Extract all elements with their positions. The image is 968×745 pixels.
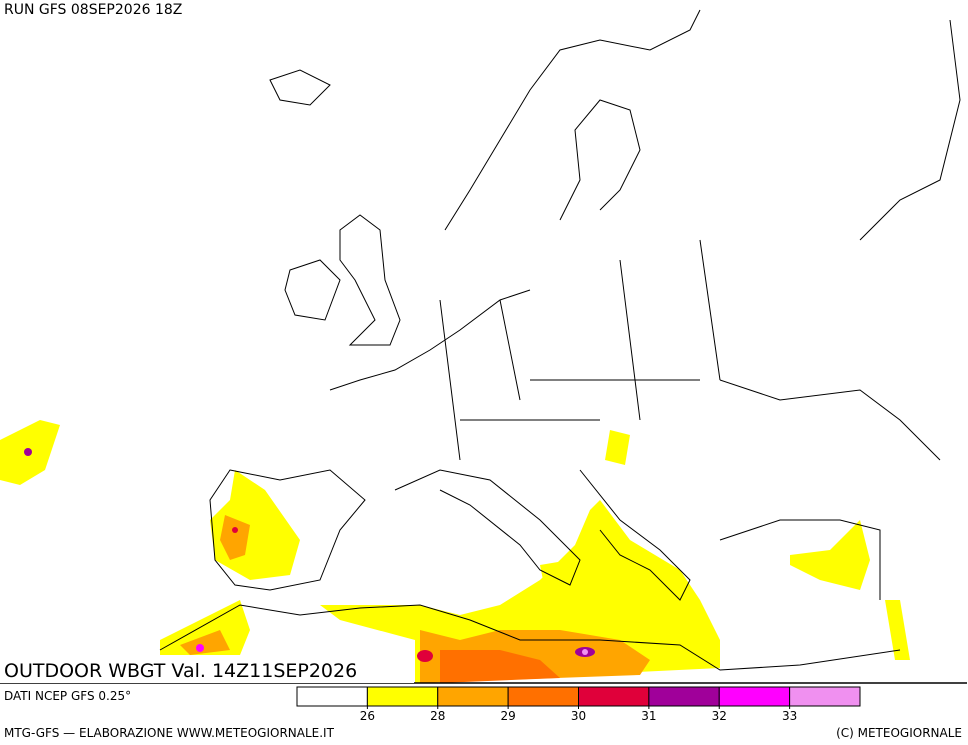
legend-tick-label: 31	[641, 709, 656, 723]
legend-tick-label: 28	[430, 709, 445, 723]
credit-label: MTG-GFS — ELABORAZIONE WWW.METEOGIORNALE…	[4, 726, 335, 740]
legend-tick-label: 29	[500, 709, 515, 723]
legend-swatch	[507, 686, 579, 707]
legend-tick-label: 26	[360, 709, 375, 723]
map-title: OUTDOOR WBGT Val. 14Z11SEP2026	[4, 660, 357, 682]
source-label: DATI NCEP GFS 0.25°	[4, 689, 131, 703]
legend-swatch	[296, 686, 368, 707]
map-title-box	[0, 655, 414, 683]
legend-swatch	[648, 686, 720, 707]
legend-swatch	[437, 686, 509, 707]
color-legend: 26 28 29 30 31 32 33	[296, 686, 861, 723]
run-label: RUN GFS 08SEP2026 18Z	[4, 2, 182, 18]
legend-swatch	[789, 686, 861, 707]
legend-tick-label: 33	[782, 709, 797, 723]
copyright-label: (C) METEOGIORNALE	[836, 726, 962, 740]
legend-swatch	[718, 686, 791, 707]
legend-tick-label: 30	[571, 709, 586, 723]
legend-tick-label: 32	[712, 709, 727, 723]
legend-swatch	[366, 686, 439, 707]
map	[0, 9, 967, 684]
legend-swatch	[578, 686, 650, 707]
